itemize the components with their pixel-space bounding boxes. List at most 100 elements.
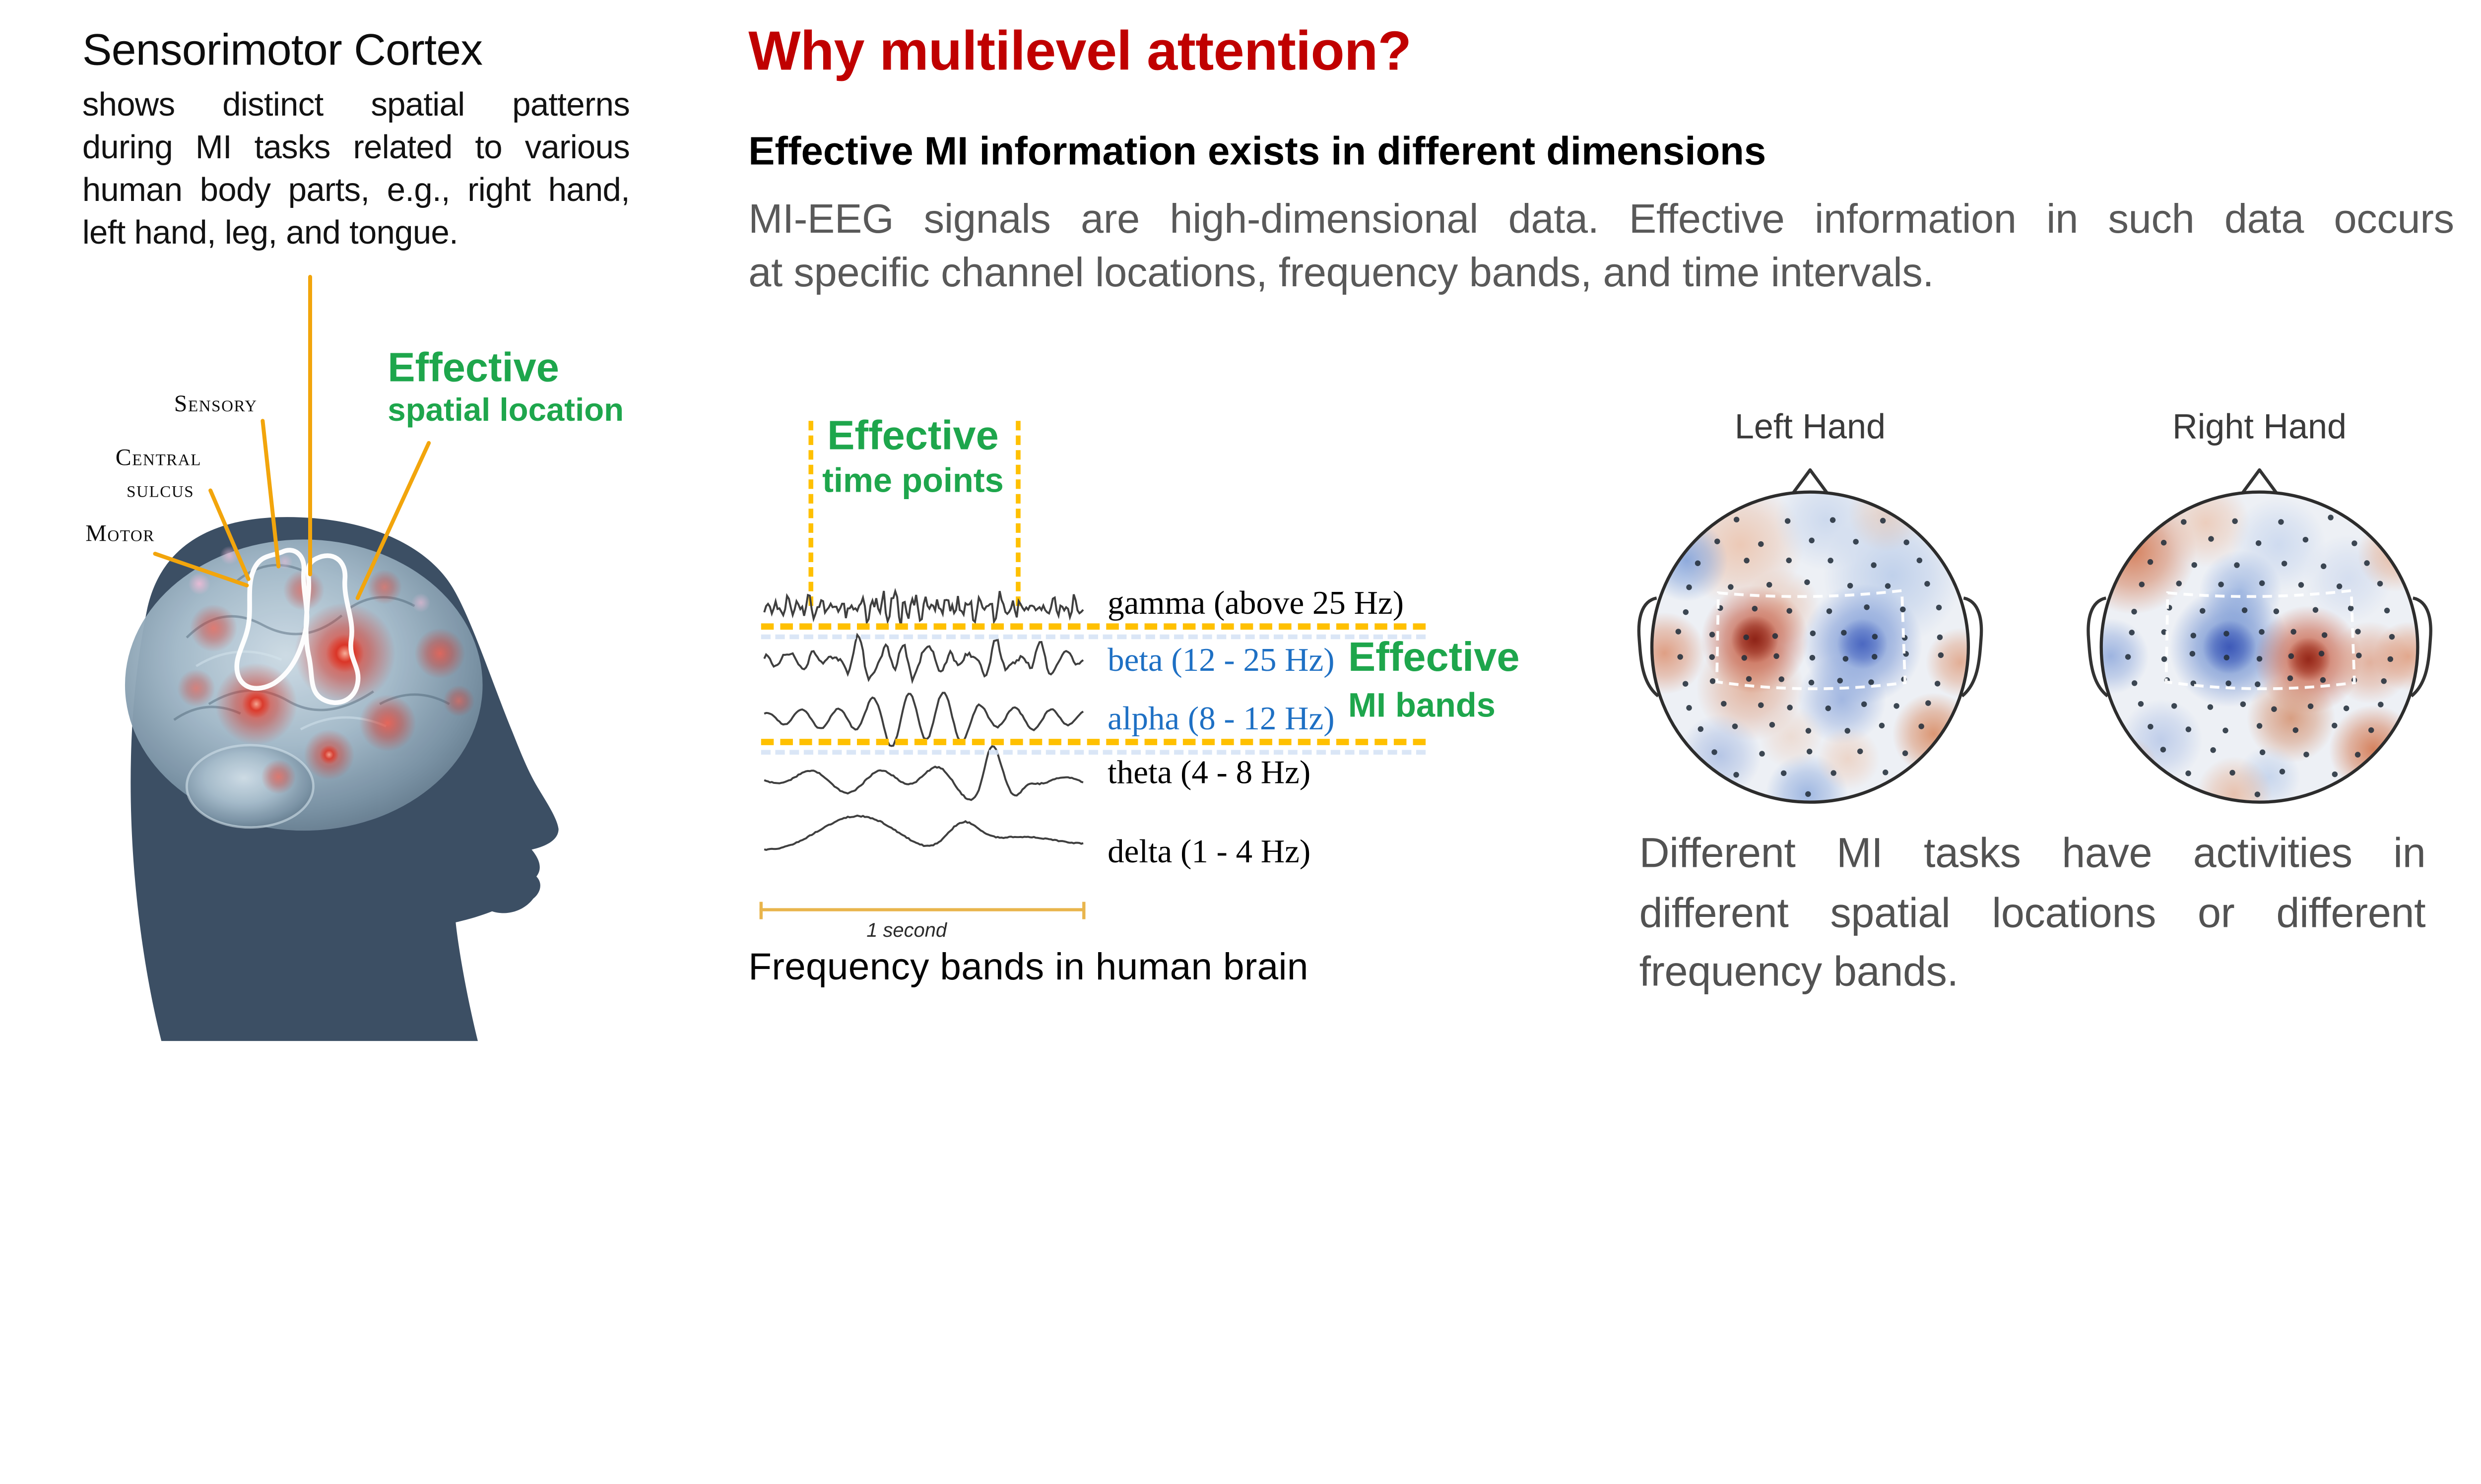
topomap-title-left: Left Hand bbox=[1734, 406, 1886, 447]
electrode-dot bbox=[1879, 722, 1885, 729]
electrode-dot bbox=[1829, 517, 1836, 523]
annotation-subtitle: MI bands bbox=[1348, 686, 1496, 725]
effective-time-points-annotation: Effective time points bbox=[812, 414, 1014, 499]
caption-line: frequency bands. bbox=[1639, 948, 1959, 995]
activation-blob bbox=[2101, 618, 2149, 695]
electrode-dot bbox=[1677, 654, 1683, 660]
electrode-dot bbox=[1686, 584, 1692, 590]
band-label-alpha: alpha (8 - 12 Hz) bbox=[1108, 699, 1335, 737]
electrode-dot bbox=[1786, 608, 1792, 614]
electrode-dot bbox=[2234, 562, 2240, 568]
electrode-dot bbox=[2356, 652, 2362, 658]
electrode-dot bbox=[2288, 653, 2294, 659]
annotation-subtitle: spatial location bbox=[388, 392, 624, 429]
electrode-dot bbox=[2131, 680, 2138, 686]
electrode-dot bbox=[2240, 701, 2246, 708]
electrode-dot bbox=[2255, 681, 2261, 687]
activation-blob bbox=[2357, 516, 2418, 592]
band-separator-dash-bottom bbox=[761, 739, 1426, 745]
electrode-dot bbox=[1769, 722, 1775, 728]
electrode-dot bbox=[1746, 676, 1752, 682]
electrode-dot bbox=[1903, 539, 1909, 545]
electrode-dot bbox=[2321, 632, 2328, 638]
electrode-dot bbox=[1711, 749, 1717, 755]
electrode-dot bbox=[2160, 540, 2167, 546]
caption-line: different spatial locations or different bbox=[1639, 888, 2426, 936]
electrode-dot bbox=[1805, 728, 1812, 734]
time-window-dash-right bbox=[1016, 421, 1021, 606]
callout-line-sensory bbox=[261, 419, 281, 569]
eeg-waveforms bbox=[763, 587, 1084, 851]
electrode-dot bbox=[1766, 581, 1772, 588]
topomap-left-hand bbox=[1637, 468, 1983, 804]
electrode-dot bbox=[2378, 702, 2384, 708]
electrode-dot bbox=[2259, 749, 2266, 756]
electrode-dot bbox=[2256, 723, 2263, 729]
caption-line: Different MI tasks have activities in bbox=[1639, 829, 2426, 877]
roi-dashed-outline bbox=[2164, 589, 2356, 691]
electrode-dot bbox=[2368, 727, 2374, 733]
electrode-dot bbox=[1809, 654, 1816, 661]
electrode-dot bbox=[1937, 634, 1943, 641]
callout-lines bbox=[153, 275, 431, 600]
paragraph-line: at specific channel locations, frequency… bbox=[748, 248, 1934, 296]
electrode-dot bbox=[1778, 676, 1784, 682]
electrode-dot bbox=[2129, 630, 2135, 636]
electrode-dot bbox=[2181, 519, 2187, 525]
electrode-dot bbox=[2218, 581, 2224, 587]
electrode-dot bbox=[2279, 769, 2285, 774]
activation-blob bbox=[1679, 714, 1762, 797]
electrode-dot bbox=[2343, 705, 2350, 711]
electrode-dot bbox=[1826, 608, 1832, 614]
electrode-dot bbox=[2381, 678, 2387, 684]
activation-blob bbox=[1925, 628, 1968, 698]
paragraph-line: left hand, leg, and tongue. bbox=[82, 215, 458, 252]
electrode-dot bbox=[1714, 538, 1720, 544]
annotation-title: Effective bbox=[388, 343, 559, 391]
electrode-dot bbox=[2160, 747, 2166, 753]
electrode-dot bbox=[2384, 607, 2390, 614]
electrode-dot bbox=[2148, 723, 2154, 730]
band-separator-shadow-top bbox=[761, 634, 1426, 640]
slide: Sensorimotor Cortex shows distinct spati… bbox=[82, 20, 2455, 1041]
center-paragraph: MI-EEG signals are high-dimensional data… bbox=[748, 192, 2454, 299]
electrode-dot bbox=[1810, 630, 1816, 637]
one-second-scale-bar bbox=[759, 902, 1086, 927]
electrode-dot bbox=[1804, 579, 1810, 585]
electrode-dot bbox=[1924, 581, 1930, 587]
scalp-outline bbox=[2099, 490, 2419, 804]
electrode-dot bbox=[2336, 583, 2343, 589]
electrode-dot bbox=[1695, 560, 1701, 566]
sensorimotor-strip-outline bbox=[234, 548, 361, 705]
main-heading: Why multilevel attention? bbox=[748, 20, 1412, 82]
electrode-dot bbox=[1787, 705, 1793, 710]
callout-line-motor bbox=[153, 552, 249, 587]
electrode-dot bbox=[1806, 748, 1813, 755]
eeg-wave-path bbox=[764, 745, 1084, 801]
electrode-dot bbox=[2125, 654, 2131, 660]
electrode-dot bbox=[2348, 605, 2354, 611]
electrode-dot bbox=[2290, 629, 2296, 635]
electrode-dot bbox=[1808, 679, 1815, 686]
electrode-dot bbox=[1872, 634, 1878, 640]
electrode-dot bbox=[1709, 654, 1715, 660]
electrode-dot bbox=[1885, 583, 1891, 589]
electrode-dot bbox=[2287, 675, 2293, 681]
electrode-dot bbox=[1902, 750, 1908, 756]
activation-blob bbox=[1652, 612, 1706, 695]
electrode-dot bbox=[1698, 726, 1704, 732]
electrode-dot bbox=[2254, 791, 2261, 797]
electrode-dot bbox=[1871, 562, 1877, 568]
electrode-dot bbox=[1732, 723, 1738, 729]
electrode-dot bbox=[2210, 747, 2216, 753]
scale-label: 1 second bbox=[866, 919, 947, 942]
electrode-dot bbox=[2241, 607, 2248, 613]
electrode-dot bbox=[1918, 723, 1924, 729]
electrode-dot bbox=[1721, 701, 1727, 707]
topomap-right-hand bbox=[2087, 468, 2432, 804]
electrode-dot bbox=[1853, 539, 1859, 545]
band-separator-shadow-bottom bbox=[761, 750, 1426, 755]
band-separator-dash-top bbox=[761, 623, 1426, 630]
effective-mi-bands-annotation: Effective MI bands bbox=[1348, 636, 1520, 724]
activation-blob bbox=[2101, 736, 2158, 800]
